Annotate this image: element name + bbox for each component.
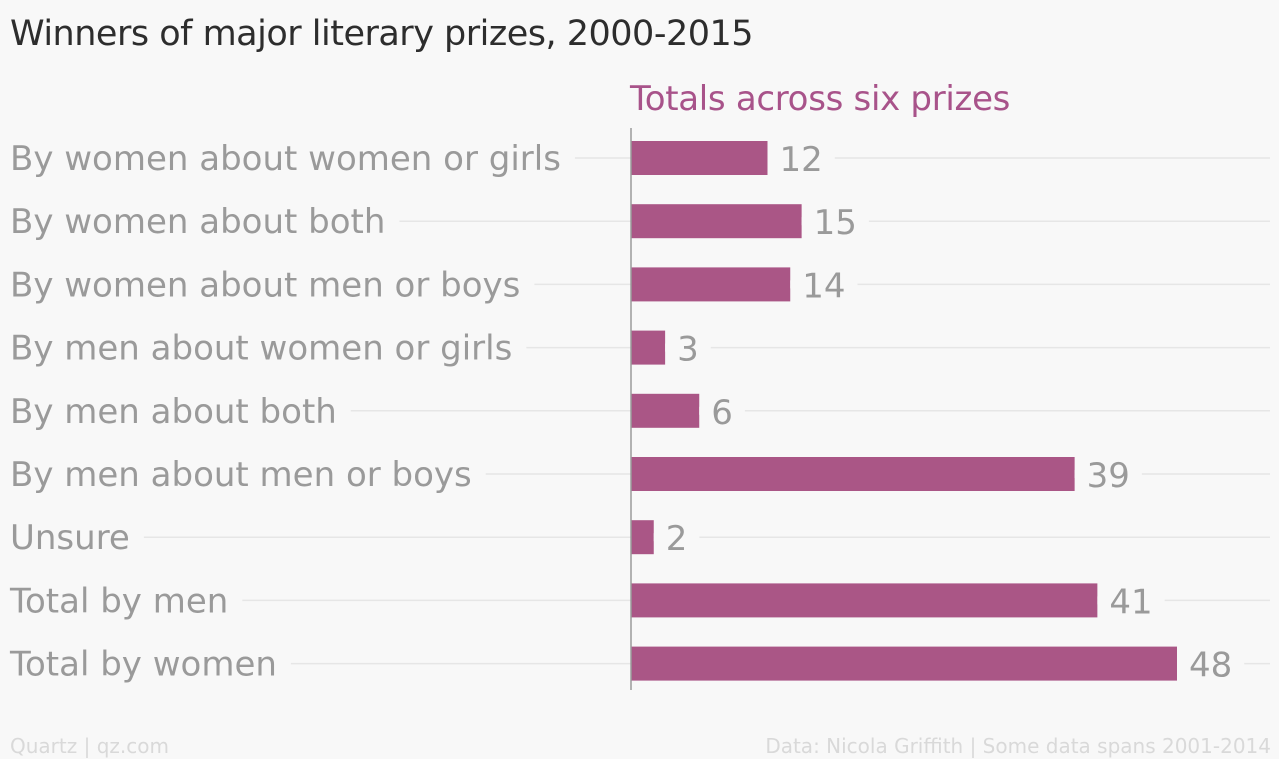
value-label: 15 [814, 203, 857, 243]
value-label: 39 [1087, 456, 1130, 496]
bar [631, 520, 654, 555]
category-label: By men about both [10, 392, 337, 432]
footer-credit: Quartz | qz.com [10, 734, 169, 758]
value-label-gap [767, 154, 835, 162]
value-label: 41 [1109, 582, 1152, 622]
bar [631, 393, 700, 428]
value-label: 2 [666, 519, 688, 559]
value-label-gap [790, 280, 858, 289]
value-labels: 12 15 14 36 39 2 41 48 [666, 140, 1233, 686]
series-label: Totals across six prizes [630, 79, 1011, 119]
value-label: 6 [711, 393, 733, 433]
value-label-gap [653, 533, 700, 542]
bars [631, 141, 1245, 681]
category-label: Total by men [9, 581, 228, 621]
bar [631, 204, 802, 239]
value-label: 14 [802, 266, 845, 306]
category-label: Unsure [10, 518, 130, 558]
bar [631, 646, 1177, 681]
category-label: By women about women or girls [10, 139, 561, 179]
category-label: By men about women or girls [10, 329, 512, 369]
value-label-gap [801, 217, 869, 226]
value-label: 12 [780, 140, 823, 180]
category-labels: By women about women or girls By women ab… [9, 139, 561, 685]
value-label: 48 [1189, 646, 1232, 686]
value-label: 3 [677, 330, 699, 370]
bar [631, 330, 666, 365]
value-label-gap [1074, 470, 1142, 478]
bar [631, 267, 791, 302]
bar [631, 583, 1098, 618]
value-label-gap [1097, 596, 1165, 605]
bar [631, 141, 768, 175]
footer-source: Data: Nicola Griffith | Some data spans … [765, 734, 1271, 758]
category-label: By men about men or boys [10, 455, 472, 495]
value-label-gap [1177, 659, 1245, 668]
category-label: Total by women [9, 645, 277, 685]
chart-title: Winners of major literary prizes, 2000-2… [10, 14, 754, 54]
category-label: By women about men or boys [10, 265, 520, 305]
value-label-gap [665, 343, 711, 352]
bar [631, 457, 1075, 491]
value-label-gap [699, 406, 745, 415]
category-label: By women about both [10, 202, 385, 242]
